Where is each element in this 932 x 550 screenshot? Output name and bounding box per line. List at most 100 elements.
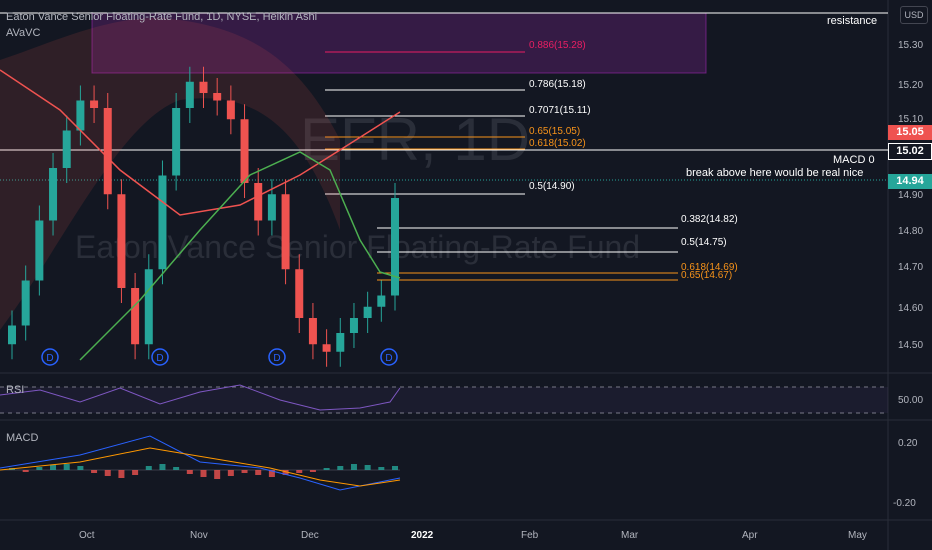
macd-histogram-bar bbox=[36, 467, 43, 470]
macd-label: MACD bbox=[6, 432, 39, 444]
currency-button[interactable]: USD bbox=[900, 6, 928, 24]
resistance-price-box: 15.05 bbox=[888, 125, 932, 140]
price-tick: 14.50 bbox=[898, 340, 924, 351]
candle-body bbox=[131, 288, 140, 345]
price-tick: 14.80 bbox=[898, 226, 924, 237]
price-tick: 15.10 bbox=[898, 114, 924, 125]
macd-histogram-bar bbox=[323, 468, 330, 470]
dividend-marker-label: D bbox=[46, 353, 53, 364]
macd-histogram-bar bbox=[50, 465, 57, 470]
candle-body bbox=[254, 183, 263, 221]
candle-body bbox=[267, 194, 276, 221]
candle-body bbox=[8, 325, 16, 345]
macd-histogram-bar bbox=[91, 470, 98, 473]
time-tick: Oct bbox=[79, 530, 95, 541]
price-tick: 15.30 bbox=[898, 40, 924, 51]
fib-label-upper-4: 0.618(15.02) bbox=[529, 138, 586, 149]
price-tick: 14.60 bbox=[898, 303, 924, 314]
macd-line bbox=[0, 435, 401, 491]
macd-tick: 0.20 bbox=[898, 438, 918, 449]
time-tick: Mar bbox=[621, 530, 639, 541]
time-tick: Apr bbox=[742, 530, 758, 541]
macd-histogram-bar bbox=[268, 470, 275, 477]
candle-body bbox=[144, 269, 153, 345]
dividend-marker-label: D bbox=[156, 353, 163, 364]
candle-body bbox=[363, 306, 372, 318]
rsi-band-fill bbox=[0, 387, 888, 413]
fib-label-lower-1: 0.5(14.75) bbox=[681, 237, 727, 248]
fib-label-lower-2: 0.618(14.69) bbox=[681, 262, 738, 273]
macd-histogram-bar bbox=[118, 470, 125, 478]
time-tick: Feb bbox=[521, 530, 539, 541]
macd-histogram-bar bbox=[186, 470, 193, 474]
ma-fast-line bbox=[79, 151, 401, 361]
price-tick: 15.20 bbox=[898, 80, 924, 91]
watermark-symbol: EFR, 1D bbox=[300, 106, 530, 173]
candle-body bbox=[349, 318, 358, 333]
macd-price-box: 15.02 bbox=[888, 143, 932, 160]
macd-histogram-bar bbox=[173, 467, 180, 470]
candle-body bbox=[213, 93, 222, 101]
candle-body bbox=[226, 100, 235, 120]
candle-body bbox=[35, 220, 44, 281]
rsi-line bbox=[0, 384, 401, 411]
break-note-annotation: break above here would be real nice bbox=[686, 167, 864, 179]
candle-body bbox=[185, 81, 194, 108]
dividend-marker bbox=[41, 348, 59, 366]
fib-label-upper-5: 0.5(14.90) bbox=[529, 181, 575, 192]
candle-body bbox=[336, 333, 345, 352]
candle-body bbox=[240, 119, 249, 183]
candle-body bbox=[62, 130, 71, 168]
fib-label-upper-2: 0.7071(15.11) bbox=[529, 105, 591, 116]
fib-label-upper-3: 0.65(15.05) bbox=[529, 126, 581, 137]
indicator-label: AVaVC bbox=[6, 27, 41, 39]
macd-histogram-bar bbox=[241, 470, 248, 473]
macd-histogram-bar bbox=[200, 470, 207, 477]
candle-body bbox=[281, 194, 290, 270]
fib-label-lower-0: 0.382(14.82) bbox=[681, 214, 738, 225]
dividend-marker-label: D bbox=[273, 353, 280, 364]
rsi-label: RSI bbox=[6, 384, 25, 396]
candle-body bbox=[90, 100, 99, 108]
candle-body bbox=[103, 108, 112, 195]
fib-label-upper-0: 0.886(15.28) bbox=[529, 40, 586, 51]
candle-body bbox=[21, 280, 30, 326]
chart-title: Eaton Vance Senior Floating-Rate Fund, 1… bbox=[6, 11, 318, 23]
candle-body bbox=[172, 108, 181, 176]
macd-histogram-bar bbox=[255, 470, 262, 475]
macd-histogram-bar bbox=[22, 470, 29, 472]
macd-histogram-bar bbox=[364, 465, 371, 470]
time-tick: May bbox=[848, 530, 867, 541]
candle-body bbox=[308, 318, 317, 345]
candle-body bbox=[322, 344, 331, 352]
dividend-marker bbox=[380, 348, 398, 366]
dividend-marker bbox=[268, 348, 286, 366]
last-price-box: 14.94 bbox=[888, 174, 932, 189]
rsi-tick: 50.00 bbox=[898, 395, 924, 406]
candle-body bbox=[117, 194, 126, 288]
price-tick: 14.90 bbox=[898, 190, 924, 201]
macd-histogram-bar bbox=[392, 466, 398, 470]
ma-slow-line bbox=[0, 69, 401, 216]
macd-histogram-bar bbox=[350, 464, 357, 470]
macd-histogram-bar bbox=[296, 470, 303, 473]
candle-body bbox=[295, 269, 304, 318]
time-tick: 2022 bbox=[411, 530, 434, 541]
dividend-marker bbox=[151, 348, 169, 366]
macd-histogram-bar bbox=[77, 466, 84, 470]
candle-body bbox=[199, 81, 208, 93]
candle-body bbox=[158, 175, 167, 270]
macd-histogram-bar bbox=[378, 467, 385, 470]
macd-histogram-bar bbox=[104, 470, 111, 476]
macd-histogram-bar bbox=[159, 464, 166, 470]
signal-line bbox=[0, 447, 401, 487]
macd-histogram-bar bbox=[309, 470, 316, 472]
resistance-annotation: resistance bbox=[827, 15, 878, 27]
dividend-marker-label: D bbox=[385, 353, 392, 364]
macd-histogram-bar bbox=[145, 466, 152, 470]
macd-histogram-bar bbox=[282, 470, 289, 475]
macd-histogram-bar bbox=[337, 466, 344, 470]
macd-histogram-bar bbox=[227, 470, 234, 476]
macd-tick: -0.20 bbox=[893, 498, 916, 509]
